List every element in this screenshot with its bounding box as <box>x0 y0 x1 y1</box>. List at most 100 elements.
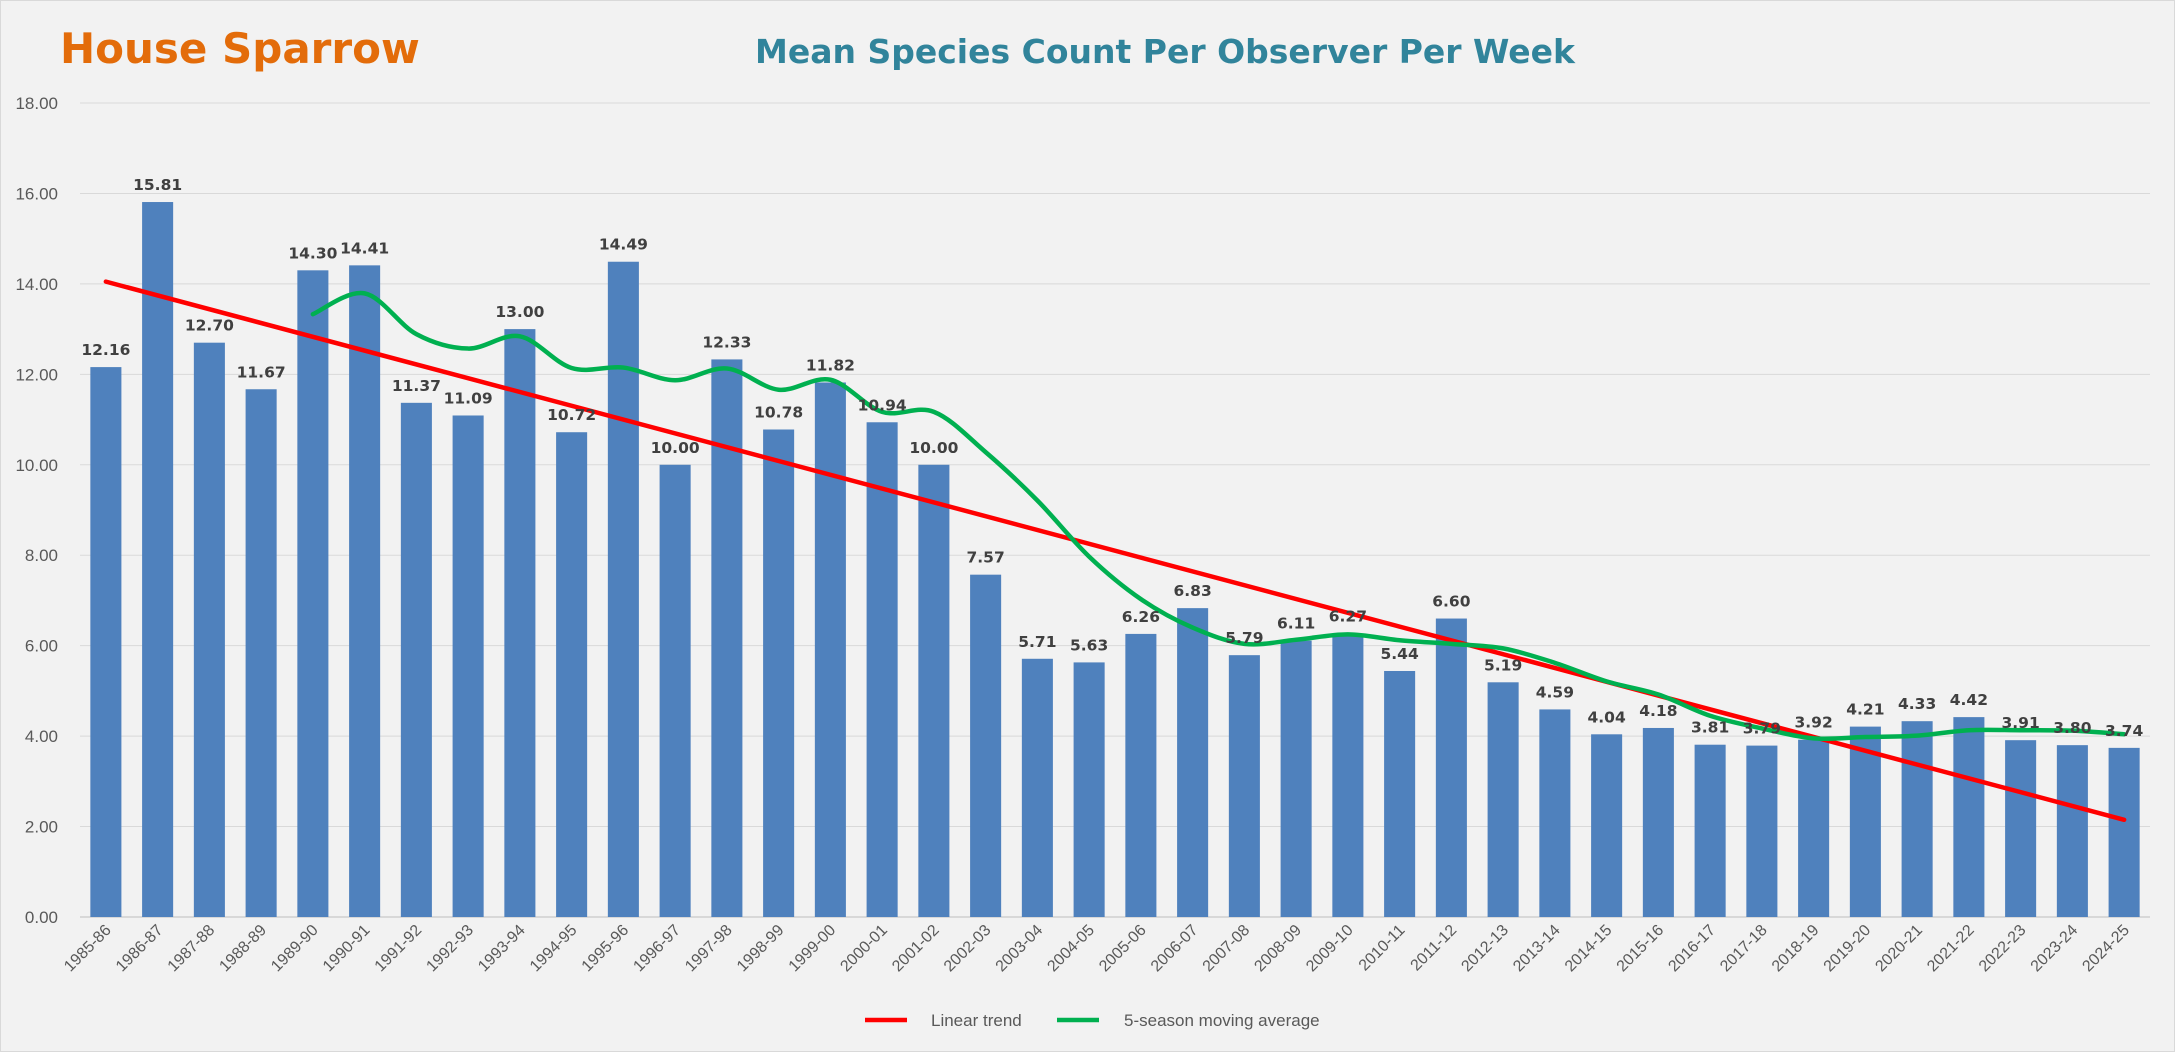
bar <box>2108 747 2140 917</box>
legend-moving-average-label: 5-season moving average <box>1124 1011 1320 1030</box>
bar <box>1280 640 1312 917</box>
bar <box>1021 658 1053 917</box>
bar <box>607 261 639 918</box>
legend-linear-trend-label: Linear trend <box>931 1011 1022 1030</box>
legend: Linear trend 5-season moving average <box>865 1011 1320 1030</box>
data-label: 3.81 <box>1691 719 1729 737</box>
data-label: 11.67 <box>237 363 286 381</box>
y-tick-label: 14.00 <box>15 275 58 294</box>
data-label: 13.00 <box>495 303 544 321</box>
bar <box>814 382 846 917</box>
bar <box>711 359 743 917</box>
bar <box>2056 745 2088 917</box>
data-label: 4.59 <box>1536 683 1574 701</box>
data-label: 10.00 <box>651 439 700 457</box>
bar <box>866 422 898 917</box>
data-label: 11.37 <box>392 377 441 395</box>
bar <box>1798 739 1830 917</box>
data-label: 7.57 <box>967 549 1005 567</box>
data-label: 11.82 <box>806 356 855 374</box>
data-label: 3.80 <box>2053 719 2091 737</box>
chart-title: Mean Species Count Per Observer Per Week <box>755 32 1576 71</box>
data-labels: 12.16 15.81 12.70 11.67 14.30 14.41 11.3711.09… <box>81 176 2143 740</box>
data-label: 12.16 <box>81 341 130 359</box>
y-tick-label: 2.00 <box>25 818 58 837</box>
trend-lines <box>103 279 2127 823</box>
linear-trend-line <box>103 279 2127 823</box>
bar <box>245 389 277 917</box>
bar <box>1591 734 1623 917</box>
data-label: 4.42 <box>1950 691 1988 709</box>
bar <box>1332 633 1364 917</box>
bar <box>1435 618 1467 917</box>
data-label: 12.70 <box>185 317 234 335</box>
bar <box>1073 662 1105 917</box>
bar <box>1177 608 1209 917</box>
data-label: 5.71 <box>1018 633 1056 651</box>
y-tick-label: 10.00 <box>15 456 58 475</box>
data-label: 15.81 <box>133 176 182 194</box>
bar <box>504 329 536 918</box>
bar <box>970 574 1002 917</box>
data-label: 14.41 <box>340 239 389 257</box>
data-label: 10.72 <box>547 406 596 424</box>
bar <box>1953 717 1985 917</box>
y-tick-label: 8.00 <box>25 546 58 565</box>
moving-average-line <box>310 290 2127 742</box>
data-label: 5.79 <box>1225 629 1263 647</box>
bar <box>1901 721 1933 917</box>
data-label: 12.33 <box>702 333 751 351</box>
data-label: 6.26 <box>1122 608 1160 626</box>
data-label: 10.00 <box>909 439 958 457</box>
bar <box>556 432 588 917</box>
species-title: House Sparrow <box>60 24 420 73</box>
bar <box>452 415 484 917</box>
data-label: 4.18 <box>1639 702 1677 720</box>
data-label: 6.27 <box>1329 607 1367 625</box>
bar <box>193 342 225 918</box>
bar <box>90 367 122 917</box>
data-label: 5.19 <box>1484 656 1522 674</box>
y-tick-label: 4.00 <box>25 727 58 746</box>
data-label: 3.79 <box>1743 720 1781 738</box>
bar <box>918 464 950 917</box>
data-label: 10.78 <box>754 404 803 422</box>
bar <box>1642 727 1674 917</box>
data-label: 14.30 <box>288 244 337 262</box>
data-label: 6.11 <box>1277 615 1315 633</box>
bar <box>659 464 691 917</box>
bar <box>2005 740 2037 917</box>
data-label: 6.83 <box>1174 582 1212 600</box>
data-label: 3.74 <box>2105 722 2143 740</box>
data-label: 4.04 <box>1588 708 1626 726</box>
data-label: 6.60 <box>1432 593 1470 611</box>
bar <box>349 265 381 917</box>
bar <box>400 402 432 917</box>
data-label: 3.92 <box>1795 714 1833 732</box>
y-tick-label: 0.00 <box>25 908 58 927</box>
y-tick-label: 6.00 <box>25 637 58 656</box>
y-axis-tick-labels: 0.00 2.00 4.00 6.00 8.00 10.00 12.00 14.00 16.00… <box>15 94 58 927</box>
bar <box>1694 744 1726 917</box>
data-label: 5.44 <box>1381 645 1419 663</box>
bars <box>90 202 2140 918</box>
data-label: 11.09 <box>444 389 493 407</box>
bar <box>763 429 795 917</box>
data-label: 10.94 <box>858 396 907 414</box>
y-tick-label: 18.00 <box>15 94 58 113</box>
data-label: 4.33 <box>1898 695 1936 713</box>
y-tick-label: 16.00 <box>15 184 58 203</box>
bar <box>1384 670 1416 917</box>
bar <box>1539 709 1571 917</box>
bar <box>1487 682 1519 917</box>
bar <box>1849 726 1881 917</box>
data-label: 5.63 <box>1070 636 1108 654</box>
data-label: 3.91 <box>2002 714 2040 732</box>
y-tick-label: 12.00 <box>15 365 58 384</box>
data-label: 4.21 <box>1846 701 1884 719</box>
bar <box>1746 745 1778 917</box>
bar <box>297 270 329 917</box>
bar <box>142 202 174 917</box>
